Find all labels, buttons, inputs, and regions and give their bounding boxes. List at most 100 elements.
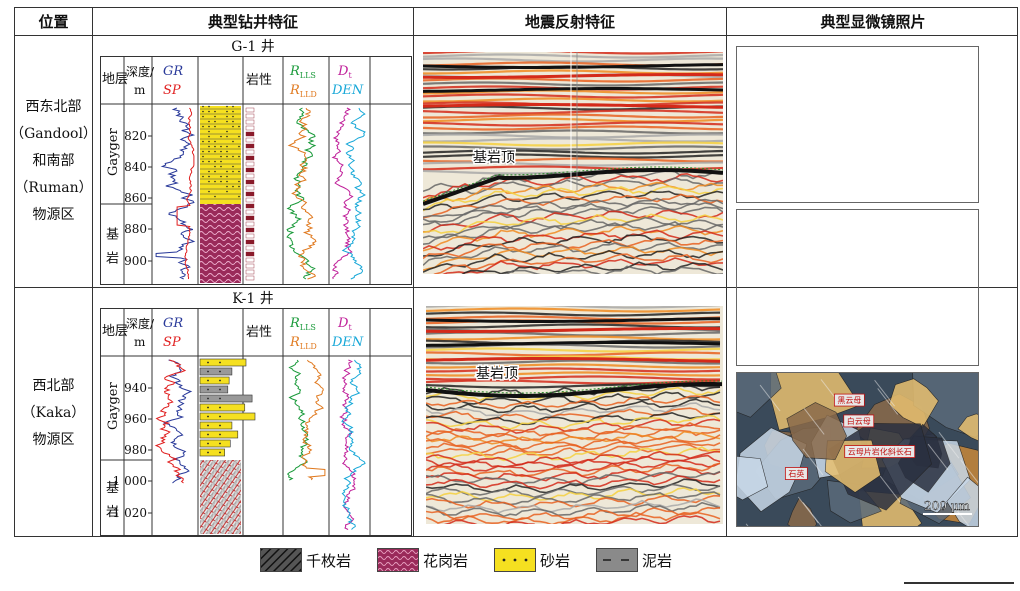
seismic-trace — [422, 81, 724, 87]
depth-tick: 1 000 — [113, 474, 147, 488]
gr-curve — [162, 359, 193, 484]
seismic-trace — [422, 253, 724, 280]
seismic-reflector — [422, 63, 724, 69]
lith-mark — [207, 433, 209, 436]
seismic-trace — [425, 407, 721, 422]
lith-sandstone — [199, 421, 233, 430]
lith-mark — [208, 110, 210, 113]
lith-mark — [245, 167, 255, 173]
seismic-trace — [423, 145, 724, 151]
lith-mark — [207, 361, 209, 364]
seismic-trace — [422, 193, 724, 219]
lith-mark — [208, 160, 210, 163]
twinning-streak — [927, 443, 949, 471]
seismic-trace — [425, 335, 721, 341]
seismic-reflector — [423, 73, 723, 79]
twinning-streak — [802, 448, 824, 476]
depth-unit: m — [134, 83, 146, 97]
mineral-grain — [957, 413, 978, 442]
depth-unit: m — [134, 335, 146, 349]
lith-mark — [238, 135, 240, 138]
seismic-trace — [425, 440, 721, 454]
lith-mark — [220, 165, 222, 168]
lith-mark — [232, 140, 234, 143]
divider — [726, 8, 727, 536]
lith-mark — [208, 105, 210, 108]
seismic-trace — [422, 161, 723, 167]
lith-sandstone — [199, 403, 246, 412]
lith-mark — [245, 131, 255, 137]
micro-photo-3: 云母片岩化斜长石 黑云母 白云母 石英 200 μm — [736, 372, 979, 527]
lith-mark — [232, 170, 234, 173]
lith-mark — [226, 150, 228, 153]
lith-mark — [214, 145, 216, 148]
well-title-k1: K-1 井 — [232, 291, 274, 307]
lith-mark — [238, 170, 240, 173]
seismic-trace — [422, 109, 724, 115]
legend-label-sandstone: 砂岩 — [540, 551, 571, 570]
twinning-streak — [960, 459, 978, 484]
seismic-reflector — [422, 87, 724, 93]
lith-mark — [238, 185, 240, 188]
lith-mark — [214, 165, 216, 168]
lith-mark — [207, 451, 209, 454]
seismic-trace — [422, 117, 724, 123]
lith-mark — [214, 195, 216, 198]
seismic-trace — [425, 395, 721, 409]
sp-curve — [154, 359, 187, 484]
rlls-curve — [286, 107, 317, 280]
divider — [15, 287, 1017, 288]
mineral-grain — [737, 455, 769, 501]
seismic-trace — [425, 483, 721, 499]
lith-mark — [219, 397, 221, 400]
seismic-trace — [425, 307, 721, 313]
lith-mark — [245, 239, 255, 245]
lith-mark — [226, 130, 228, 133]
sp-curve — [176, 107, 195, 280]
seismic-trace — [426, 351, 721, 357]
lith-mark — [245, 269, 255, 275]
lith-mark — [219, 370, 221, 373]
lith-mark — [219, 379, 221, 382]
twinning-streak — [877, 388, 899, 415]
seismic-trace — [422, 89, 724, 95]
legend-label-mudstone: 泥岩 — [642, 551, 673, 570]
seismic-trace — [425, 402, 721, 418]
lith-mark — [220, 135, 222, 138]
seismic-trace — [425, 466, 721, 482]
seismic-reflector — [425, 357, 721, 363]
lith-mark — [208, 125, 210, 128]
seismic-trace — [425, 491, 721, 506]
seismic-trace — [422, 261, 724, 285]
lith-mark — [226, 180, 228, 183]
lith-mark — [207, 415, 209, 418]
seismic-trace — [422, 185, 724, 212]
lith-mark — [214, 125, 216, 128]
lith-mark — [219, 451, 221, 454]
region-label-1: 西东北部 （Gandool） 和南部 （Ruman） 物源区 — [10, 99, 97, 223]
depth-header: 深度/ — [126, 64, 155, 79]
rlls-label: RLLS — [289, 316, 316, 332]
seismic-trace — [423, 141, 724, 147]
twinning-streak — [879, 475, 901, 503]
lith-mark — [245, 221, 255, 227]
seismic-label: 基岩顶 — [473, 149, 515, 166]
lith-mark — [214, 150, 216, 153]
seismic-trace — [425, 371, 721, 377]
lith-mark — [220, 180, 222, 183]
legend-label-phyllite: 千枚岩 — [306, 551, 352, 570]
lith-sandstone — [199, 367, 233, 376]
seismic-trace — [422, 216, 724, 239]
seismic-trace — [422, 177, 724, 205]
lith-mark — [208, 170, 210, 173]
lith-mark — [207, 397, 209, 400]
header-micro: 典型显微镜照片 — [820, 13, 926, 31]
lith-mark — [245, 113, 255, 119]
divider — [413, 8, 414, 536]
lith-mark — [232, 125, 234, 128]
lith-mark — [214, 180, 216, 183]
dt-curve — [339, 359, 357, 530]
lith-sandstone — [199, 358, 247, 367]
lith-mark — [245, 257, 255, 263]
header-seismic: 地震反射特征 — [524, 13, 615, 31]
